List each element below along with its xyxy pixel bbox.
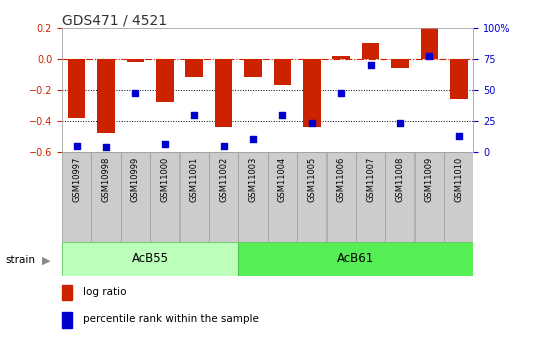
Text: GSM11001: GSM11001 bbox=[190, 156, 199, 201]
Point bbox=[220, 143, 228, 148]
Text: AcB55: AcB55 bbox=[132, 252, 168, 265]
Bar bbox=[391, 59, 409, 68]
Bar bbox=[97, 59, 115, 133]
Point bbox=[307, 120, 316, 126]
Point bbox=[395, 120, 404, 126]
Bar bbox=[68, 59, 86, 118]
Bar bbox=[150, 152, 179, 242]
Bar bbox=[303, 59, 321, 127]
Bar bbox=[91, 152, 121, 242]
Bar bbox=[62, 152, 91, 242]
Bar bbox=[327, 152, 356, 242]
Point bbox=[278, 112, 287, 117]
Point bbox=[102, 144, 110, 150]
Bar bbox=[332, 56, 350, 59]
Text: log ratio: log ratio bbox=[83, 287, 127, 297]
Bar bbox=[215, 59, 232, 127]
Text: GSM10998: GSM10998 bbox=[102, 156, 110, 202]
Text: ▶: ▶ bbox=[42, 256, 51, 265]
Text: GSM11010: GSM11010 bbox=[454, 156, 463, 201]
Bar bbox=[156, 59, 174, 102]
Bar bbox=[415, 152, 444, 242]
Text: strain: strain bbox=[5, 256, 36, 265]
Point bbox=[337, 91, 345, 96]
Point bbox=[131, 91, 140, 96]
Bar bbox=[450, 59, 468, 99]
Point bbox=[249, 137, 257, 142]
Text: GSM11006: GSM11006 bbox=[337, 156, 345, 202]
Bar bbox=[244, 59, 262, 77]
Bar bbox=[238, 152, 267, 242]
Bar bbox=[121, 152, 150, 242]
Point bbox=[425, 53, 434, 59]
Bar bbox=[209, 152, 238, 242]
Bar bbox=[126, 59, 144, 62]
Bar bbox=[180, 152, 209, 242]
Text: GSM11009: GSM11009 bbox=[425, 156, 434, 201]
Bar bbox=[385, 152, 414, 242]
Bar bbox=[444, 152, 473, 242]
Bar bbox=[297, 152, 327, 242]
Text: AcB61: AcB61 bbox=[337, 252, 374, 265]
Text: GSM11002: GSM11002 bbox=[219, 156, 228, 201]
Text: GSM11005: GSM11005 bbox=[307, 156, 316, 201]
Point bbox=[160, 141, 169, 147]
Point bbox=[72, 143, 81, 148]
Text: GSM10997: GSM10997 bbox=[72, 156, 81, 202]
Text: GSM11004: GSM11004 bbox=[278, 156, 287, 201]
Bar bbox=[268, 152, 297, 242]
Point bbox=[190, 112, 199, 117]
Text: percentile rank within the sample: percentile rank within the sample bbox=[83, 314, 259, 324]
Bar bbox=[238, 241, 473, 276]
Bar bbox=[356, 152, 385, 242]
Bar bbox=[185, 59, 203, 77]
Text: GSM11007: GSM11007 bbox=[366, 156, 375, 202]
Text: GDS471 / 4521: GDS471 / 4521 bbox=[62, 14, 167, 28]
Bar bbox=[62, 241, 238, 276]
Point bbox=[455, 133, 463, 138]
Bar bbox=[273, 59, 291, 85]
Text: GSM11000: GSM11000 bbox=[160, 156, 169, 201]
Text: GSM10999: GSM10999 bbox=[131, 156, 140, 201]
Bar bbox=[421, 28, 438, 59]
Text: GSM11003: GSM11003 bbox=[249, 156, 258, 202]
Point bbox=[366, 62, 375, 68]
Text: GSM11008: GSM11008 bbox=[395, 156, 405, 202]
Bar bbox=[362, 43, 379, 59]
